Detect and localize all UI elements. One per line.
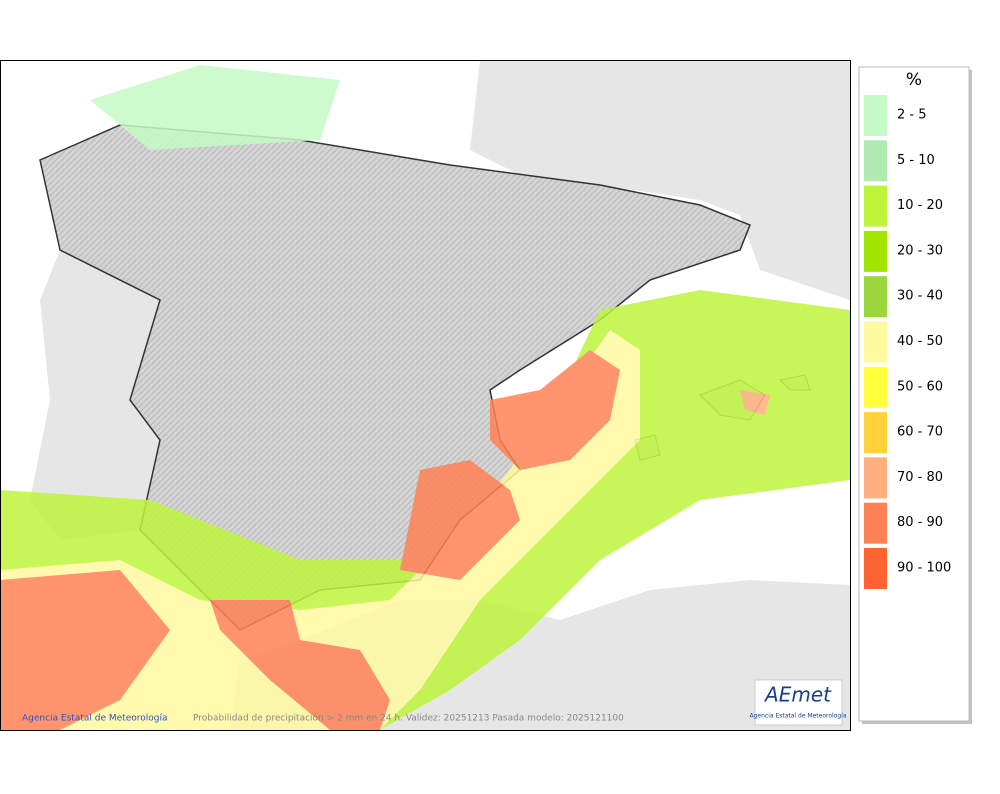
legend-label: 20 - 30 [897, 243, 943, 258]
logo-subtitle: Agencia Estatal de Meteorología [750, 713, 847, 720]
portugal [30, 250, 160, 540]
precip-area [90, 65, 340, 150]
legend-swatch [864, 95, 887, 136]
legend-swatch [864, 412, 887, 454]
legend-swatch [864, 502, 887, 544]
precip-area [490, 350, 620, 470]
legend-label: 80 - 90 [897, 515, 943, 530]
legend-title: % [906, 70, 922, 90]
map-caption: Probabilidad de precipitación > 2 mm en … [193, 713, 624, 724]
legend: % 2 - 5 5 - 10 10 - 20 20 - 30 30 - 40 40 - 5… [858, 66, 972, 724]
legend-label: 90 - 100 [897, 561, 951, 576]
legend-label: 10 - 20 [897, 198, 943, 213]
france [470, 60, 850, 300]
legend-swatch [864, 548, 887, 589]
agency-credit: Agencia Estatal de Meteorología [22, 714, 168, 724]
legend-swatch [864, 457, 887, 499]
legend-swatch [864, 276, 887, 318]
legend-swatch [864, 366, 887, 408]
precip-area [400, 460, 520, 580]
legend-swatch [864, 321, 887, 363]
legend-label: 40 - 50 [897, 334, 943, 349]
legend-swatch [864, 185, 887, 227]
precip-area [210, 600, 390, 730]
legend-label: 30 - 40 [897, 289, 943, 304]
legend-label: 50 - 60 [897, 379, 943, 394]
legend-swatch [864, 230, 887, 272]
legend-label: 2 - 5 [897, 108, 927, 123]
legend-swatch [864, 140, 887, 182]
precip-area [0, 570, 170, 730]
map-frame [0, 60, 851, 731]
precip-area [740, 390, 770, 415]
logo-box [754, 679, 843, 726]
logo-name: AEmet [763, 683, 832, 707]
precipitation-field [0, 65, 850, 730]
legend-label: 70 - 80 [897, 470, 943, 485]
legend-label: 60 - 70 [897, 425, 943, 440]
map: Agencia Estatal de Meteorología Probabil… [0, 60, 850, 730]
legend-label: 5 - 10 [897, 153, 935, 168]
